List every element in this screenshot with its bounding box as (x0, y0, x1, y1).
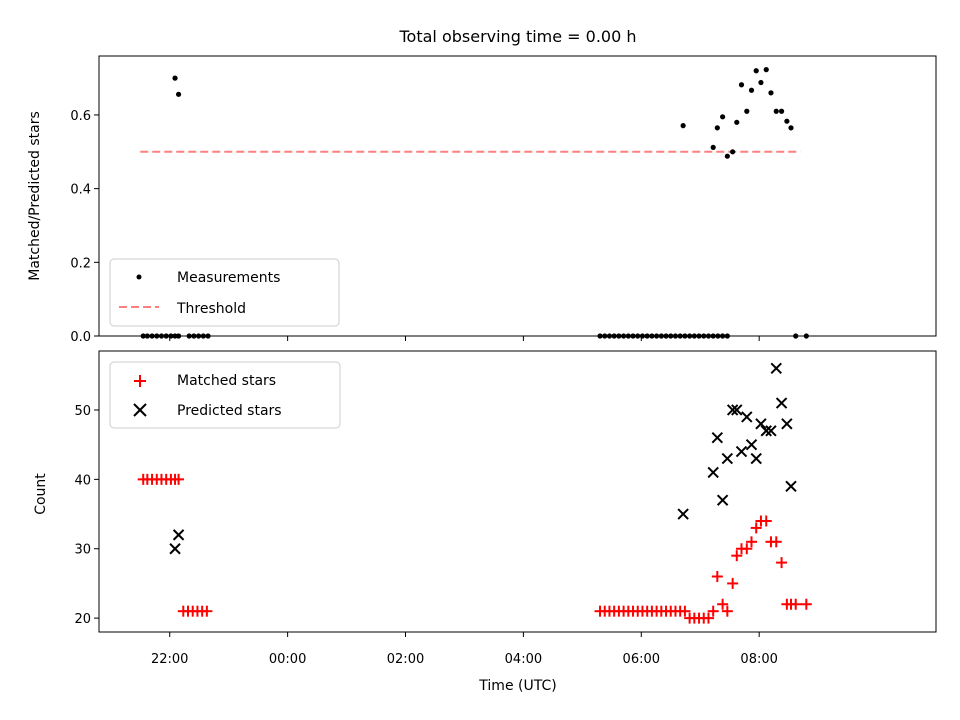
matched-star-point (750, 522, 762, 534)
measurement-point (784, 118, 790, 124)
matched-star-point (707, 605, 719, 617)
matched-star-point (201, 605, 213, 617)
y-tick-label: 0.0 (70, 330, 91, 345)
measurement-point (680, 123, 686, 129)
x-tick-label: 04:00 (505, 652, 542, 667)
matched-star-point (173, 473, 185, 485)
measurement-point (778, 108, 785, 114)
measurement-point (768, 90, 774, 96)
measurement-point (748, 87, 755, 93)
bottom-axes-frame (98, 350, 937, 633)
bottom-y-axis-label: Count (33, 473, 49, 515)
predicted-star-point (172, 529, 185, 541)
top-panel: 0.0 0.2 0.4 0.6 Matched/Predicted stars Mea… (27, 55, 937, 345)
legend-label-threshold: Threshold (176, 301, 246, 317)
predicted-star-point (760, 425, 772, 437)
bottom-panel: 20 30 40 50 Count Matched stars Predicted s… (33, 350, 937, 633)
predicted-star-point (781, 418, 793, 430)
measurement-point (710, 144, 716, 150)
matched-star-point (776, 557, 788, 569)
predicted-star-point (775, 397, 788, 409)
measurement-point (758, 79, 764, 86)
measurement-point (175, 91, 182, 97)
legend-dot-icon (136, 274, 142, 280)
y-tick-label: 20 (74, 612, 91, 627)
predicted-star-point (735, 445, 748, 458)
predicted-star-point (721, 452, 734, 465)
matched-star-point (717, 598, 729, 610)
x-tick-label: 06:00 (623, 652, 660, 667)
bottom-legend: Matched stars Predicted stars (109, 361, 341, 429)
x-tick-label: 00:00 (269, 652, 306, 667)
x-tick-label: 02:00 (387, 652, 424, 667)
predicted-star-point (726, 404, 739, 416)
predicted-star-point (750, 452, 762, 465)
y-tick-label: 50 (74, 404, 91, 419)
matched-star-point (800, 598, 812, 610)
matched-star-point (746, 536, 758, 548)
measurement-point (788, 125, 794, 131)
legend-label-matched-stars: Matched stars (177, 373, 276, 389)
measurement-point (753, 68, 759, 74)
y-tick-label: 0.4 (70, 183, 91, 198)
measurement-point (724, 153, 730, 159)
top-legend: Measurements Threshold (109, 258, 340, 327)
matched-star-point (679, 605, 691, 617)
measurement-point (714, 125, 720, 131)
predicted-star-point (731, 404, 743, 416)
predicted-star-point (716, 494, 729, 506)
predicted-star-point (765, 425, 777, 437)
matched-star-point (741, 543, 753, 555)
matched-star-point (702, 612, 714, 624)
x-axis: 22:00 00:00 02:00 04:00 06:00 08:00 (151, 336, 778, 667)
legend-plus-icon (134, 375, 146, 387)
measurement-point (720, 114, 726, 120)
matched-star-point (790, 598, 802, 610)
predicted-star-point (707, 466, 719, 479)
measurement-point (172, 75, 178, 81)
matched-star-point (721, 605, 733, 617)
predicted-star-point (785, 480, 797, 493)
legend-x-icon (133, 403, 147, 417)
matched-star-point (711, 570, 723, 582)
predicted-star-point (745, 438, 758, 451)
y-tick-label: 40 (74, 473, 91, 488)
y-tick-label: 0.2 (70, 256, 91, 271)
x-tick-label: 08:00 (740, 652, 777, 667)
chart-title: Total observing time = 0.00 h (398, 27, 636, 46)
measurement-point (773, 108, 779, 114)
measurement-point (738, 82, 745, 88)
x-axis-label: Time (UTC) (478, 678, 556, 694)
measurement-point (730, 149, 736, 155)
predicted-star-point (711, 432, 724, 444)
predicted-star-point (169, 543, 181, 555)
predicted-star-point (741, 411, 753, 423)
measurement-point (734, 119, 740, 125)
matched-star-point (760, 515, 772, 527)
matched-star-point (770, 536, 782, 548)
predicted-star-point (770, 362, 782, 375)
count-points (137, 362, 812, 624)
predicted-star-point (677, 508, 689, 520)
predicted-star-point (755, 418, 767, 430)
measurement-point (763, 67, 769, 73)
y-tick-label: 30 (74, 543, 91, 558)
y-tick-label: 0.6 (70, 109, 91, 124)
x-tick-label: 22:00 (151, 652, 188, 667)
top-y-axis-label: Matched/Predicted stars (27, 111, 43, 281)
matched-star-point (727, 577, 739, 589)
top-axes-frame (98, 55, 937, 337)
legend-label-predicted-stars: Predicted stars (177, 403, 282, 419)
measurement-point (744, 108, 750, 114)
matched-star-point (731, 550, 743, 562)
legend-label-measurements: Measurements (177, 270, 280, 286)
